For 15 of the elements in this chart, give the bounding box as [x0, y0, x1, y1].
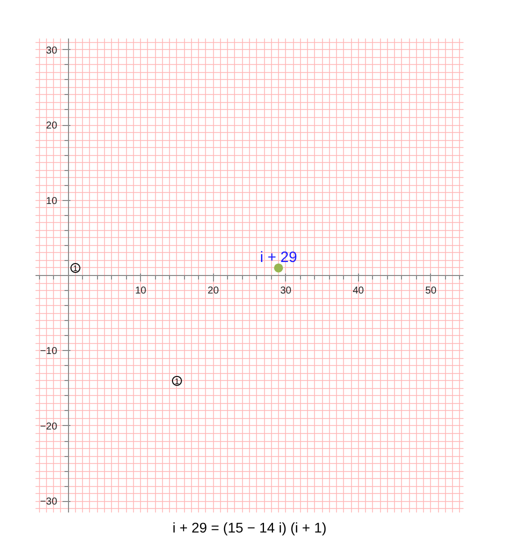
text: i + 29 = (15 − 14 i) (i + 1) [172, 520, 327, 536]
y-tick-label: 30 [46, 45, 58, 56]
y-tick-label: −20 [40, 421, 58, 432]
x-tick-label: 20 [208, 286, 220, 296]
y-tick-label: 20 [46, 120, 58, 132]
x-tick-label: 50 [425, 286, 437, 296]
y-tick-label: −10 [40, 346, 58, 358]
annotation: i + 29 [260, 248, 298, 266]
y-tick-label: 10 [46, 196, 58, 207]
annotation: 1 [174, 376, 180, 386]
annotation: 1 [73, 264, 78, 273]
x-tick-label: 40 [352, 286, 364, 296]
x-tick-label: 10 [135, 286, 147, 296]
x-tick-label: 30 [280, 286, 292, 296]
y-tick-label: −30 [40, 496, 58, 508]
